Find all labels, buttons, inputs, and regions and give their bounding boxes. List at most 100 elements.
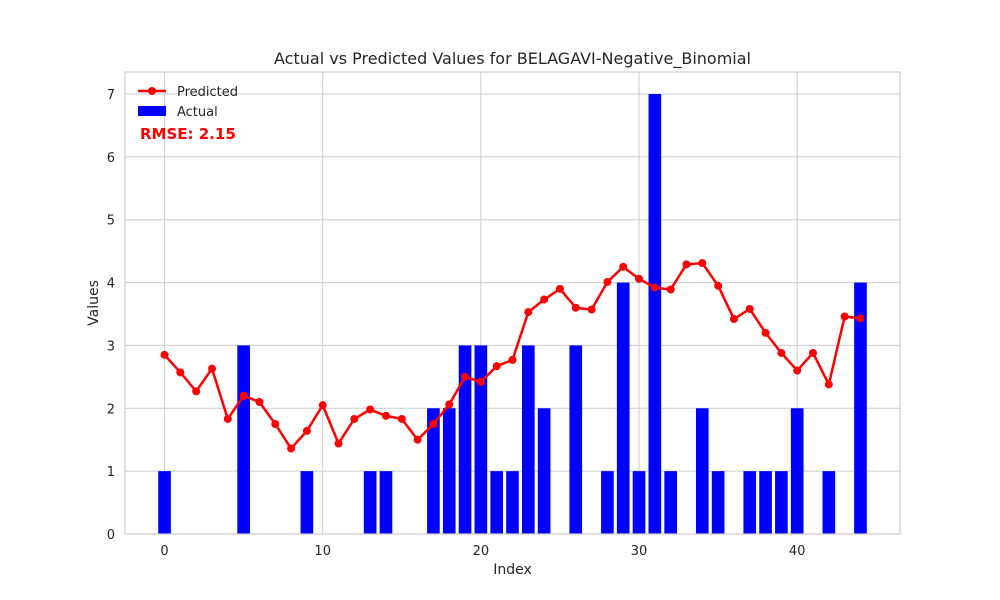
predicted-point [745, 304, 754, 313]
predicted-point [682, 260, 691, 269]
predicted-point [366, 405, 375, 414]
actual-bar [822, 471, 836, 534]
predicted-point [302, 426, 311, 435]
predicted-point [445, 400, 454, 409]
predicted-point [271, 420, 280, 428]
predicted-point [350, 414, 359, 423]
predicted-point [207, 364, 216, 373]
predicted-point [239, 391, 248, 400]
actual-bar [664, 471, 677, 534]
x-tick-label: 40 [789, 544, 806, 559]
actual-bar [569, 345, 583, 534]
plot-area [125, 72, 900, 534]
legend-predicted-label: Predicted [177, 85, 238, 100]
legend-actual-label: Actual [177, 105, 218, 120]
actual-bar [506, 471, 519, 534]
actual-bar [695, 408, 709, 534]
actual-bar [537, 408, 551, 534]
y-tick-label: 0 [107, 528, 115, 543]
y-tick-label: 2 [107, 402, 115, 417]
actual-bar [442, 408, 456, 534]
predicted-point [223, 414, 232, 423]
predicted-point [381, 411, 390, 420]
actual-bar [158, 471, 171, 534]
y-tick-label: 3 [107, 339, 115, 354]
actual-bar [711, 471, 725, 534]
predicted-point [603, 277, 612, 286]
actual-bar [601, 471, 614, 534]
predicted-point [524, 308, 533, 317]
actual-bar [427, 408, 440, 534]
actual-bar [490, 471, 504, 534]
predicted-point [650, 283, 659, 292]
predicted-point [176, 368, 185, 377]
y-tick-label: 1 [107, 465, 115, 480]
predicted-point [397, 414, 406, 423]
predicted-point [729, 315, 738, 324]
y-axis-label: Values [86, 280, 102, 326]
actual-bar [854, 282, 867, 534]
predicted-point [540, 295, 549, 304]
predicted-point [429, 420, 438, 428]
predicted-point [508, 355, 517, 364]
y-tick-labels: 0 1 2 3 4 5 6 7 [107, 88, 115, 543]
predicted-point [824, 380, 833, 389]
legend-actual-swatch [138, 106, 166, 116]
actual-bar [363, 471, 377, 534]
predicted-point [555, 284, 564, 293]
predicted-point [714, 281, 723, 290]
predicted-point [255, 398, 264, 406]
actual-bar [616, 282, 630, 534]
predicted-point [793, 366, 802, 375]
actual-bar [632, 471, 646, 534]
y-tick-label: 4 [107, 277, 115, 292]
predicted-point [192, 387, 201, 396]
predicted-point [619, 262, 628, 271]
predicted-point [809, 348, 818, 357]
predicted-point [413, 435, 422, 444]
predicted-point [571, 303, 580, 312]
predicted-line [160, 259, 865, 453]
actual-bar [521, 345, 535, 534]
legend-predicted-marker [148, 87, 156, 95]
predicted-point [856, 314, 865, 323]
actual-bar [775, 471, 788, 534]
actual-bar [743, 471, 757, 534]
actual-bar [237, 345, 250, 534]
y-tick-label: 5 [107, 214, 115, 229]
y-tick-label: 6 [107, 151, 115, 166]
x-tick-label: 0 [160, 544, 168, 559]
actual-bar [759, 471, 772, 534]
predicted-point [777, 348, 786, 357]
chart-title: Actual vs Predicted Values for BELAGAVI-… [274, 49, 751, 69]
actual-bar [648, 94, 662, 534]
actual-bar [300, 471, 314, 534]
rmse-annotation: RMSE: 2.15 [140, 125, 236, 143]
predicted-point [160, 350, 169, 359]
x-tick-label: 10 [314, 544, 331, 559]
x-tick-label: 20 [473, 544, 490, 559]
actual-bar [790, 408, 804, 534]
predicted-point [287, 444, 296, 453]
y-tick-label: 7 [107, 88, 115, 103]
x-axis-label: Index [493, 562, 532, 578]
x-tick-label: 30 [631, 544, 648, 559]
predicted-point [492, 362, 501, 371]
actual-bars [158, 94, 867, 534]
actual-bar [379, 471, 393, 534]
predicted-point [587, 305, 596, 314]
predicted-point [761, 328, 770, 337]
predicted-point [840, 312, 849, 321]
predicted-point [635, 274, 644, 283]
legend: Predicted Actual [138, 85, 238, 120]
predicted-point [666, 285, 675, 294]
actual-bar [458, 345, 472, 534]
predicted-point [334, 439, 343, 448]
plot-frame [124, 71, 901, 535]
predicted-point [476, 377, 485, 386]
x-tick-labels: 0 10 20 30 40 [160, 544, 805, 559]
predicted-point [698, 259, 707, 268]
predicted-point [318, 401, 327, 410]
predicted-point [461, 372, 470, 381]
